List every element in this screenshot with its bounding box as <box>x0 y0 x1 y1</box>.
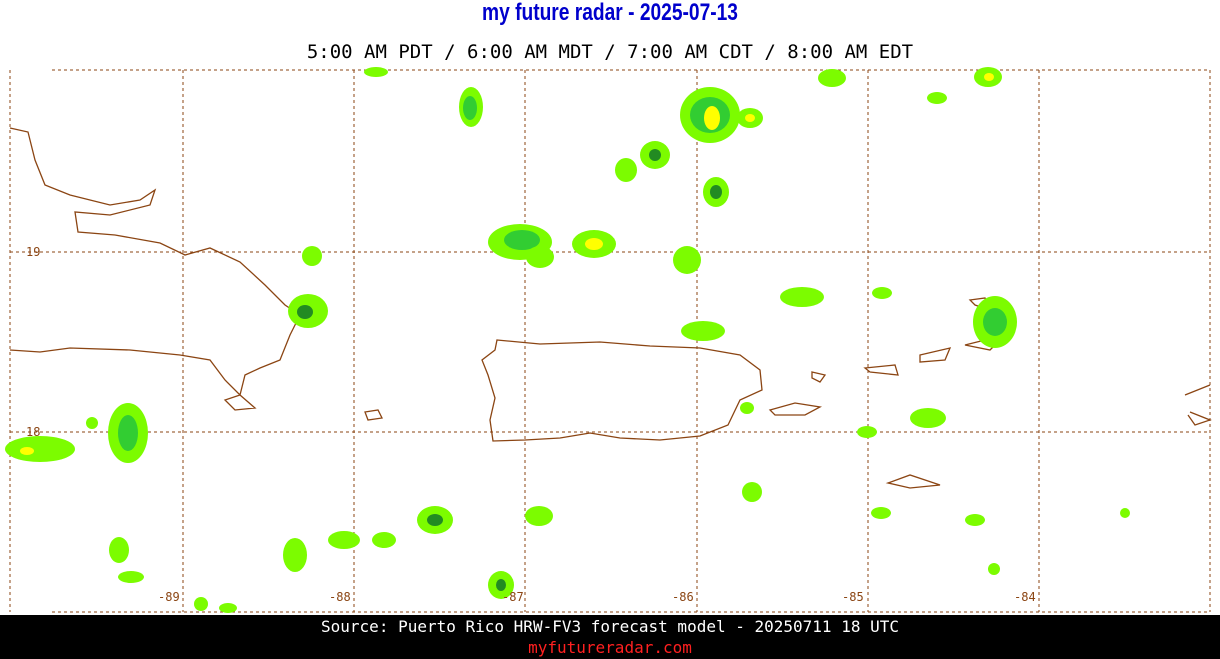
lat-label: 18 <box>26 425 40 439</box>
lon-label: -89 <box>158 590 180 604</box>
lat-label: 19 <box>26 245 40 259</box>
coastlines <box>9 127 1212 489</box>
site-link[interactable]: myfutureradar.com <box>528 638 692 657</box>
lon-label: -87 <box>502 590 524 604</box>
title: my future radar - 2025-07-13 <box>482 0 738 26</box>
footer-band <box>0 615 1220 659</box>
lon-label: -85 <box>842 590 864 604</box>
map: 19 18 -89 -88 -87 -86 -85 -84 <box>5 67 1212 613</box>
lon-label: -84 <box>1014 590 1036 604</box>
lon-label: -86 <box>672 590 694 604</box>
radar-echoes <box>5 67 1130 613</box>
lon-label: -88 <box>329 590 351 604</box>
grid <box>9 69 1211 613</box>
source: Source: Puerto Rico HRW-FV3 forecast mod… <box>321 617 899 636</box>
subtitle: 5:00 AM PDT / 6:00 AM MDT / 7:00 AM CDT … <box>307 41 913 63</box>
